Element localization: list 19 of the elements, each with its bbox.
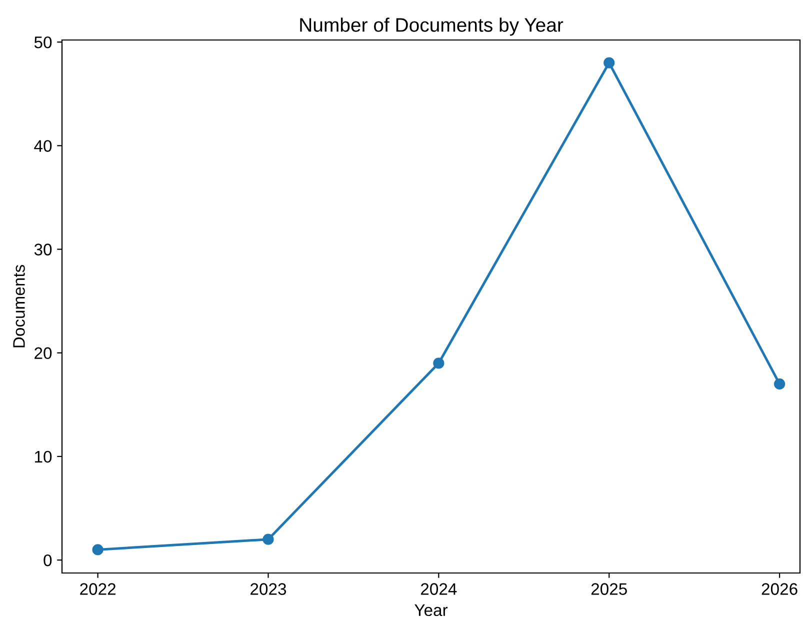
x-tick-label: 2024 — [420, 583, 457, 595]
x-axis-title: Year — [414, 604, 448, 616]
y-tick-label: 10 — [35, 450, 52, 463]
y-tick-label: 0 — [44, 554, 52, 566]
y-axis-title: Documents — [13, 264, 25, 348]
point — [92, 544, 104, 556]
chart-title: Number of Documents by Year — [300, 18, 564, 36]
y-tick-label: 40 — [34, 140, 52, 152]
point — [433, 358, 444, 369]
x-tick-label: 2025 — [591, 583, 627, 595]
y-tick-label: 30 — [34, 244, 52, 256]
y-tick-label: 50 — [34, 36, 52, 48]
point — [604, 57, 615, 68]
x-tick-label: 2022 — [80, 583, 116, 595]
point — [774, 378, 786, 390]
point — [262, 534, 274, 545]
y-tick-label: 20 — [34, 347, 52, 360]
x-tick-label: 2023 — [250, 583, 286, 595]
x-tick-label: 2026 — [762, 583, 798, 595]
